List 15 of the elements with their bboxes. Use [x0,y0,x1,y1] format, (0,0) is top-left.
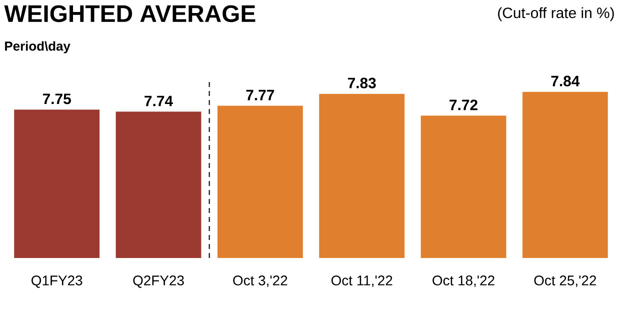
x-tick-label: Oct 11,'22 [331,276,392,288]
data-label: 7.83 [348,78,376,88]
chart-title: WEIGHTED AVERAGE [4,5,256,22]
x-tick-label: Q2FY23 [133,276,184,288]
chart-subtitle: (Cut-off rate in %) [498,7,614,22]
data-label: 7.72 [450,100,478,110]
x-tick-label: Q1FY23 [32,276,82,288]
data-label: 7.77 [246,90,274,100]
data-label: 7.74 [144,96,173,106]
data-label: 7.75 [42,94,71,104]
x-tick-label: Oct 18,'22 [432,276,494,288]
text: Period\day [5,41,70,54]
x-tick-label: Oct 25,'22 [534,276,596,288]
x-tick-label: Oct 3,'22 [233,276,288,288]
data-label: 7.84 [551,76,580,86]
